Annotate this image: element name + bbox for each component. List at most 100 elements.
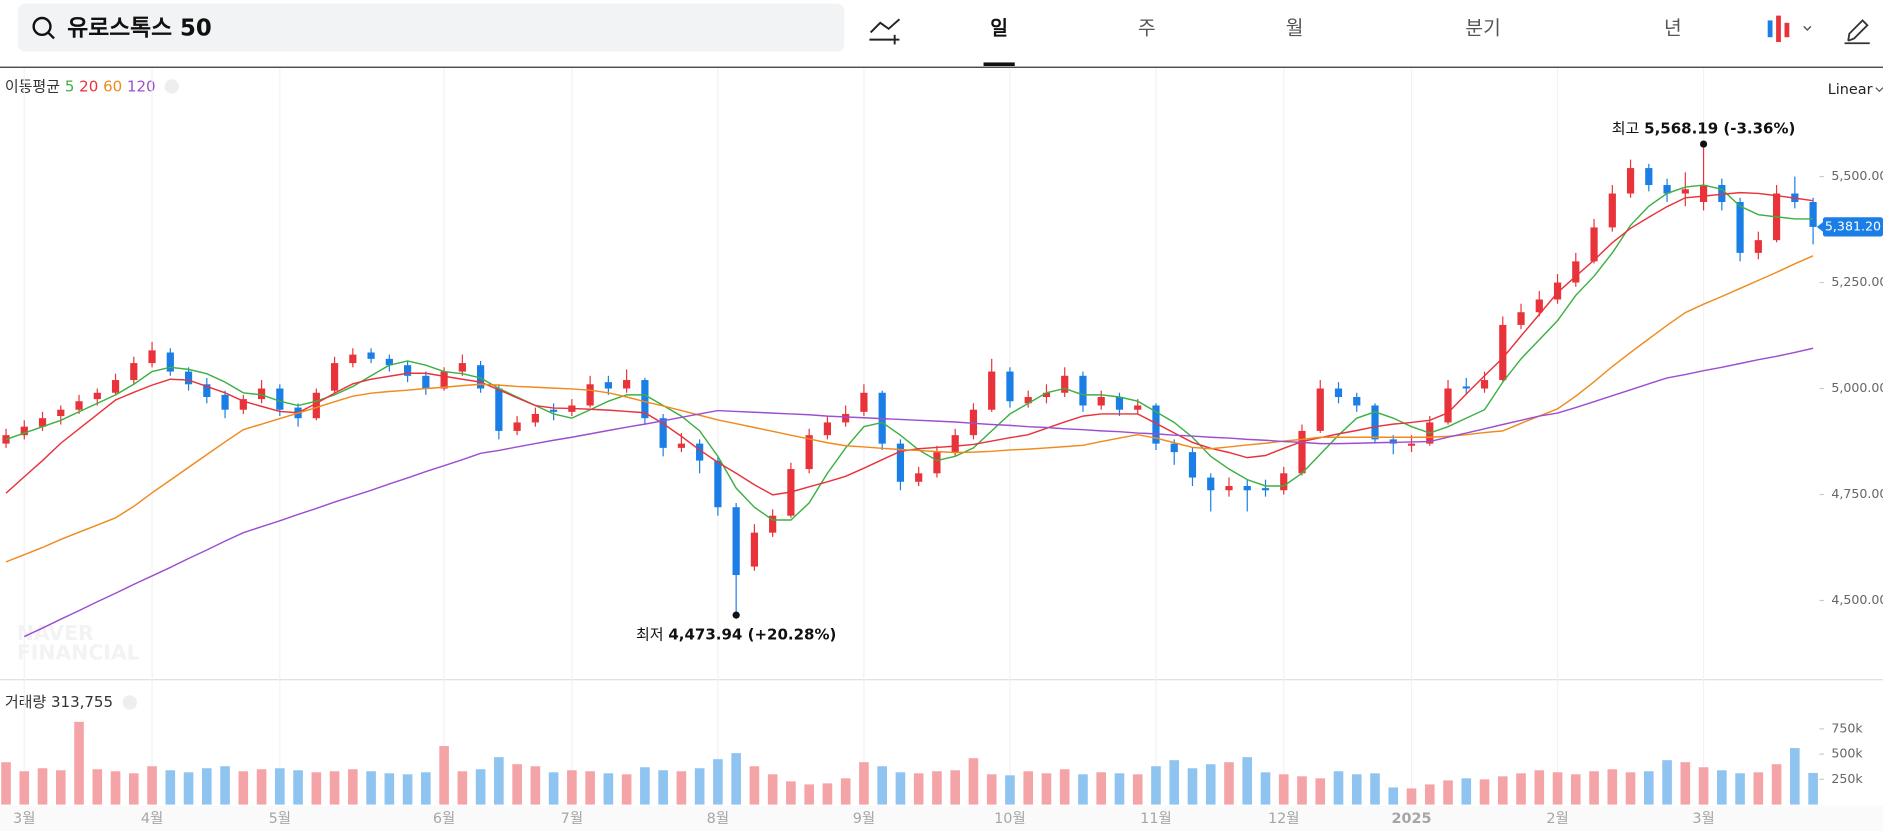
last-price-label: 5,381.20: [1825, 218, 1881, 233]
candle-body: [1480, 380, 1489, 389]
candle-body: [550, 409, 558, 412]
volume-bar: [1041, 773, 1052, 805]
candle-body: [969, 409, 978, 436]
candle-body: [1389, 439, 1397, 444]
volume-bar: [1351, 774, 1362, 805]
volume-bar: [37, 768, 48, 805]
volume-bar: [877, 766, 887, 805]
ma-line: [23, 347, 1814, 638]
pencil-icon[interactable]: [1844, 19, 1870, 45]
candle-body: [750, 532, 759, 567]
indicator-icon[interactable]: [869, 18, 901, 45]
candle-body: [440, 371, 448, 389]
candle-body: [604, 382, 612, 389]
search-text[interactable]: 유로스톡스 50: [67, 15, 212, 41]
scale-chevron: [1875, 87, 1883, 93]
volume-bar: [749, 766, 760, 805]
candle-body: [1699, 185, 1708, 202]
period-tab[interactable]: 주: [1138, 16, 1156, 39]
period-tab[interactable]: 분기: [1465, 16, 1500, 39]
candle-body: [1006, 371, 1014, 402]
volume-bar: [804, 784, 814, 805]
volume-bar: [311, 772, 322, 805]
candle-body: [385, 358, 393, 366]
volume-bar: [1406, 788, 1417, 805]
search-box[interactable]: [18, 3, 845, 52]
volume-bar: [1443, 780, 1453, 805]
volume-bar: [110, 771, 121, 805]
volume-bar: [1242, 757, 1253, 805]
volume-bar: [457, 771, 468, 805]
volume-bar: [1005, 775, 1015, 805]
candle-body: [1353, 396, 1361, 406]
volume-bar: [1, 762, 11, 805]
candle-body: [422, 375, 430, 389]
ma-legend-item: 60: [103, 77, 122, 95]
volume-bar: [1717, 770, 1727, 805]
y-tick-label: 5,500.00: [1831, 168, 1883, 183]
volume-bar: [19, 771, 30, 805]
candle-body: [1535, 299, 1543, 313]
candle-body: [93, 392, 101, 400]
volume-bar: [366, 771, 376, 805]
volume-bar: [603, 773, 614, 805]
candle-body: [239, 399, 247, 410]
search-icon: [32, 16, 52, 37]
candle-body: [1152, 405, 1160, 444]
candle-body: [531, 413, 539, 423]
last-price-badge: [1822, 217, 1883, 237]
volume-bar: [767, 774, 778, 805]
volume-bar: [968, 758, 979, 805]
close-icon[interactable]: [122, 695, 137, 710]
volume-bar: [384, 773, 395, 805]
volume-bar: [986, 774, 997, 805]
candle-body: [1462, 386, 1470, 389]
period-tab[interactable]: 일: [990, 16, 1008, 39]
period-tab[interactable]: 월: [1286, 16, 1304, 39]
volume-bar: [895, 772, 906, 805]
period-tab[interactable]: 년: [1664, 16, 1682, 39]
ma-title: 이동평균: [5, 77, 60, 95]
volume-bar: [128, 773, 139, 805]
volume-bar: [329, 771, 340, 805]
candle-body: [349, 354, 357, 364]
volume-bar: [1297, 776, 1307, 805]
volume-bar: [55, 770, 66, 805]
volume-bar: [1461, 778, 1472, 805]
candle-body: [659, 418, 667, 448]
candle-body: [860, 392, 868, 412]
volume-bar: [220, 766, 230, 805]
candle-body: [1061, 375, 1069, 393]
volume-bar: [1169, 760, 1180, 805]
y-tick-label: 4,750.00: [1831, 486, 1883, 501]
volume-bar: [621, 774, 632, 805]
volume-bar: [1662, 760, 1672, 805]
candle-body: [951, 435, 959, 453]
volume-bar: [1790, 748, 1800, 805]
ma-legend-item: 20: [79, 77, 98, 95]
scale-toggle[interactable]: Linear: [1828, 82, 1873, 98]
volume-bar: [676, 771, 687, 805]
volume-bar: [694, 768, 705, 805]
candle-body: [623, 380, 631, 389]
candle-body: [1261, 488, 1270, 491]
candle-body: [330, 363, 339, 391]
volume-bar: [183, 772, 194, 805]
chart-type-icon[interactable]: [1767, 15, 1812, 43]
volume-bar: [548, 772, 559, 805]
y-tick-label: 4,500.00: [1831, 592, 1883, 607]
volume-bar: [1151, 766, 1161, 805]
volume-bar: [1278, 774, 1289, 805]
candle-body: [221, 394, 229, 410]
volume-bar: [585, 771, 595, 805]
close-icon[interactable]: [164, 79, 179, 94]
candle-body: [1553, 282, 1562, 300]
candle-body: [20, 426, 28, 436]
volume-bar: [1023, 771, 1034, 805]
candle-body: [842, 413, 850, 423]
candle-body: [184, 371, 193, 385]
volume-tick-label: 750k: [1831, 720, 1863, 735]
volume-bar: [1552, 772, 1563, 805]
